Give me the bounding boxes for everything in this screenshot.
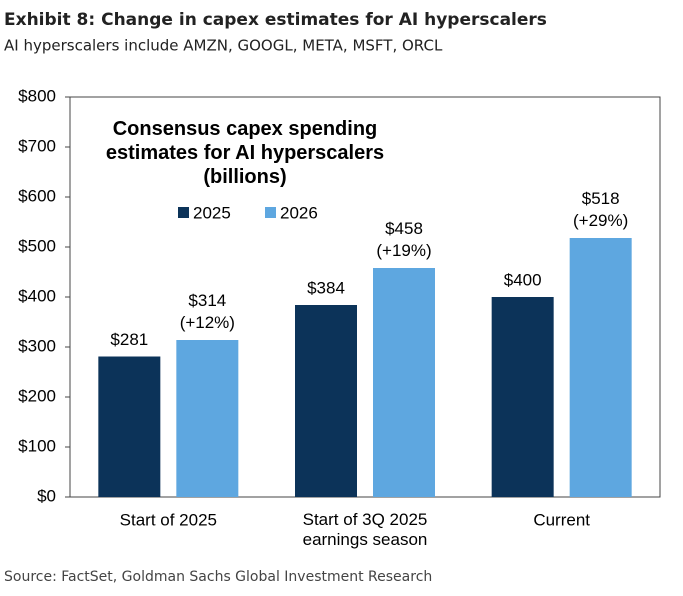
exhibit-title: Exhibit 8: Change in capex estimates for… bbox=[4, 10, 547, 30]
y-tick-label: $800 bbox=[18, 86, 56, 105]
y-tick-label: $400 bbox=[18, 286, 56, 305]
bar bbox=[373, 268, 435, 497]
x-tick-label: Start of 3Q 2025 earnings season bbox=[303, 510, 428, 549]
legend-swatch bbox=[178, 207, 189, 218]
value-label: $458 (+19%) bbox=[376, 219, 431, 260]
chart-title: Consensus capex spending estimates for AI… bbox=[106, 118, 384, 188]
y-tick-label: $500 bbox=[18, 236, 56, 255]
bar bbox=[98, 356, 161, 497]
value-label: $281 bbox=[110, 330, 148, 349]
x-tick-label: Current bbox=[533, 510, 590, 529]
x-tick-label: Start of 2025 bbox=[120, 510, 217, 529]
bar bbox=[176, 340, 239, 497]
legend-label: 2026 bbox=[280, 203, 318, 222]
y-tick-label: $300 bbox=[18, 336, 56, 355]
y-tick-label: $100 bbox=[18, 436, 56, 455]
bar bbox=[491, 297, 554, 497]
y-tick-label: $600 bbox=[18, 186, 56, 205]
source-note: Source: FactSet, Goldman Sachs Global In… bbox=[4, 569, 432, 585]
exhibit-subtitle: AI hyperscalers include AMZN, GOOGL, MET… bbox=[4, 37, 443, 55]
value-label: $384 bbox=[307, 278, 345, 297]
y-tick-label: $200 bbox=[18, 386, 56, 405]
value-label: $400 bbox=[504, 270, 542, 289]
value-label: $518 (+29%) bbox=[573, 189, 628, 230]
y-tick-label: $700 bbox=[18, 136, 56, 155]
bar bbox=[569, 238, 632, 497]
legend-label: 2025 bbox=[193, 203, 231, 222]
legend-swatch bbox=[265, 207, 276, 218]
value-label: $314 (+12%) bbox=[180, 291, 235, 332]
y-tick-label: $0 bbox=[37, 486, 56, 505]
bar bbox=[295, 305, 357, 497]
